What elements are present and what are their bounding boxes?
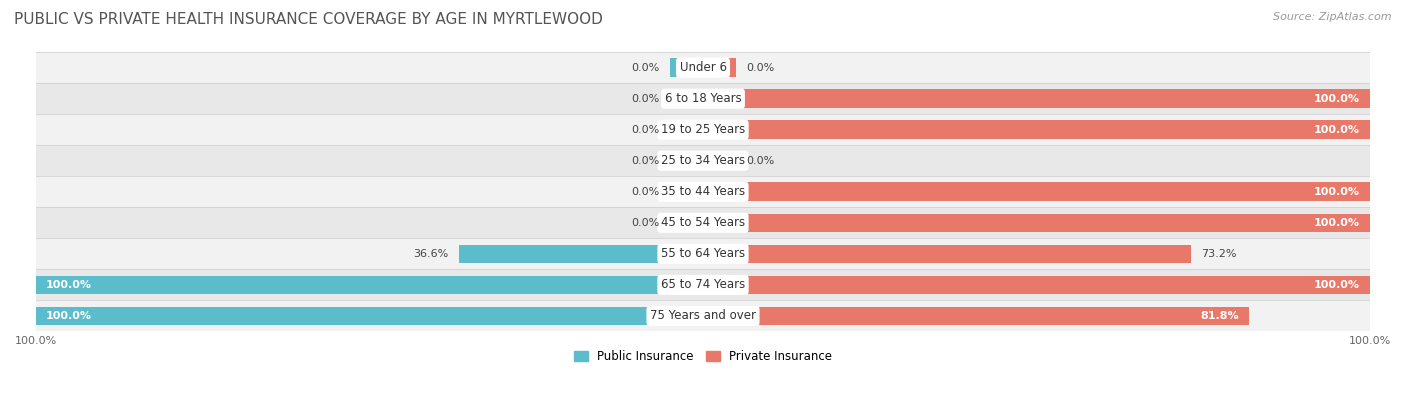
- Text: 81.8%: 81.8%: [1199, 311, 1239, 321]
- Bar: [37, 269, 1369, 300]
- Bar: [37, 238, 1369, 269]
- Bar: [37, 114, 1369, 145]
- Bar: [37, 275, 703, 294]
- Bar: [37, 176, 1369, 207]
- Text: 0.0%: 0.0%: [631, 187, 659, 197]
- Text: 0.0%: 0.0%: [631, 125, 659, 135]
- Bar: [37, 145, 1369, 176]
- Bar: [669, 214, 703, 232]
- Text: 0.0%: 0.0%: [747, 156, 775, 166]
- Text: 0.0%: 0.0%: [747, 63, 775, 73]
- Text: 100.0%: 100.0%: [46, 311, 93, 321]
- Text: 75 Years and over: 75 Years and over: [650, 309, 756, 323]
- Text: 65 to 74 Years: 65 to 74 Years: [661, 278, 745, 292]
- Bar: [703, 275, 1369, 294]
- Text: 0.0%: 0.0%: [631, 218, 659, 228]
- Text: 100.0%: 100.0%: [1313, 218, 1360, 228]
- Bar: [669, 58, 703, 77]
- Bar: [703, 183, 1369, 201]
- Text: 100.0%: 100.0%: [1313, 280, 1360, 290]
- Bar: [703, 152, 737, 170]
- Text: 100.0%: 100.0%: [1313, 187, 1360, 197]
- Text: 45 to 54 Years: 45 to 54 Years: [661, 216, 745, 229]
- Text: Under 6: Under 6: [679, 61, 727, 74]
- Bar: [703, 89, 1369, 108]
- Text: 6 to 18 Years: 6 to 18 Years: [665, 92, 741, 105]
- Text: 35 to 44 Years: 35 to 44 Years: [661, 185, 745, 198]
- Text: 36.6%: 36.6%: [413, 249, 449, 259]
- Text: 25 to 34 Years: 25 to 34 Years: [661, 154, 745, 167]
- Text: 0.0%: 0.0%: [631, 63, 659, 73]
- Bar: [37, 306, 703, 325]
- Bar: [37, 300, 1369, 331]
- Text: 100.0%: 100.0%: [1313, 94, 1360, 104]
- Bar: [669, 183, 703, 201]
- Bar: [669, 121, 703, 139]
- Bar: [669, 152, 703, 170]
- Text: PUBLIC VS PRIVATE HEALTH INSURANCE COVERAGE BY AGE IN MYRTLEWOOD: PUBLIC VS PRIVATE HEALTH INSURANCE COVER…: [14, 12, 603, 27]
- Text: Source: ZipAtlas.com: Source: ZipAtlas.com: [1274, 12, 1392, 22]
- Text: 0.0%: 0.0%: [631, 94, 659, 104]
- Bar: [458, 244, 703, 263]
- Text: 100.0%: 100.0%: [46, 280, 93, 290]
- Bar: [703, 121, 1369, 139]
- Bar: [703, 306, 1249, 325]
- Text: 0.0%: 0.0%: [631, 156, 659, 166]
- Bar: [37, 83, 1369, 114]
- Bar: [669, 89, 703, 108]
- Bar: [37, 52, 1369, 83]
- Bar: [703, 58, 737, 77]
- Text: 73.2%: 73.2%: [1201, 249, 1237, 259]
- Bar: [703, 244, 1191, 263]
- Bar: [37, 207, 1369, 238]
- Text: 19 to 25 Years: 19 to 25 Years: [661, 123, 745, 136]
- Text: 100.0%: 100.0%: [1313, 125, 1360, 135]
- Text: 55 to 64 Years: 55 to 64 Years: [661, 247, 745, 260]
- Legend: Public Insurance, Private Insurance: Public Insurance, Private Insurance: [569, 345, 837, 368]
- Bar: [703, 214, 1369, 232]
